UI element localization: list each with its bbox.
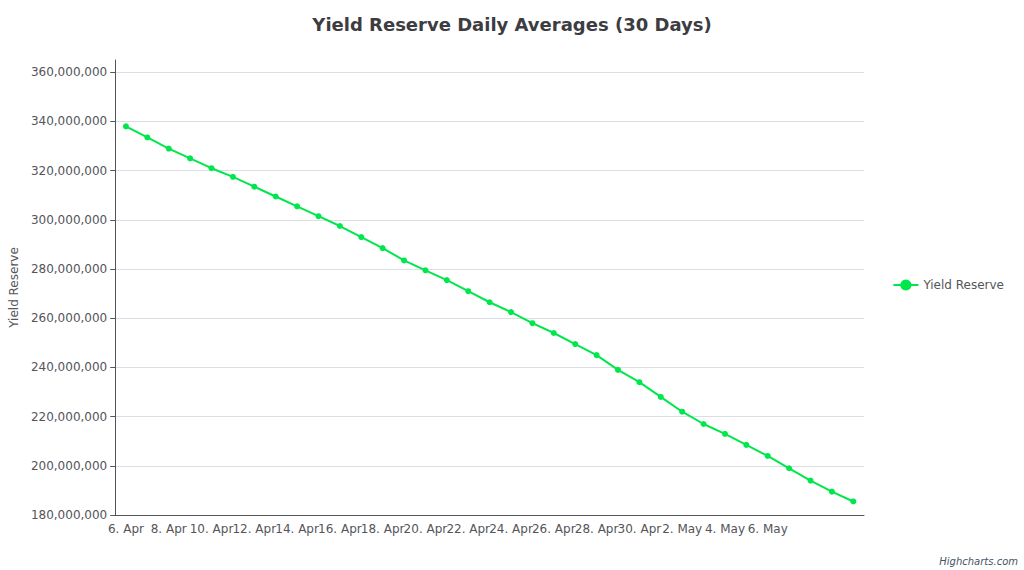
svg-text:Yield Reserve: Yield Reserve bbox=[7, 247, 21, 329]
svg-text:26. Apr: 26. Apr bbox=[532, 522, 576, 536]
svg-text:Yield Reserve Daily Averages (: Yield Reserve Daily Averages (30 Days) bbox=[311, 14, 711, 35]
svg-text:220,000,000: 220,000,000 bbox=[31, 410, 107, 424]
svg-text:260,000,000: 260,000,000 bbox=[31, 311, 107, 325]
svg-text:6. May: 6. May bbox=[748, 522, 788, 536]
svg-text:24. Apr: 24. Apr bbox=[489, 522, 533, 536]
svg-text:8. Apr: 8. Apr bbox=[151, 522, 187, 536]
svg-text:2. May: 2. May bbox=[662, 522, 702, 536]
svg-text:280,000,000: 280,000,000 bbox=[31, 262, 107, 276]
svg-text:Yield Reserve: Yield Reserve bbox=[922, 278, 1004, 292]
svg-text:10. Apr: 10. Apr bbox=[190, 522, 234, 536]
svg-text:30. Apr: 30. Apr bbox=[618, 522, 662, 536]
svg-text:300,000,000: 300,000,000 bbox=[31, 213, 107, 227]
svg-text:18. Apr: 18. Apr bbox=[361, 522, 405, 536]
svg-text:Highcharts.com: Highcharts.com bbox=[939, 556, 1018, 567]
svg-text:20. Apr: 20. Apr bbox=[404, 522, 448, 536]
svg-text:320,000,000: 320,000,000 bbox=[31, 164, 107, 178]
svg-text:340,000,000: 340,000,000 bbox=[31, 114, 107, 128]
svg-text:180,000,000: 180,000,000 bbox=[31, 508, 107, 522]
svg-text:16. Apr: 16. Apr bbox=[318, 522, 362, 536]
svg-text:6. Apr: 6. Apr bbox=[108, 522, 144, 536]
svg-text:14. Apr: 14. Apr bbox=[275, 522, 319, 536]
svg-text:28. Apr: 28. Apr bbox=[575, 522, 619, 536]
svg-text:4. May: 4. May bbox=[705, 522, 745, 536]
svg-text:22. Apr: 22. Apr bbox=[446, 522, 490, 536]
svg-text:240,000,000: 240,000,000 bbox=[31, 360, 107, 374]
svg-text:12. Apr: 12. Apr bbox=[232, 522, 276, 536]
svg-text:200,000,000: 200,000,000 bbox=[31, 459, 107, 473]
svg-text:360,000,000: 360,000,000 bbox=[31, 65, 107, 79]
